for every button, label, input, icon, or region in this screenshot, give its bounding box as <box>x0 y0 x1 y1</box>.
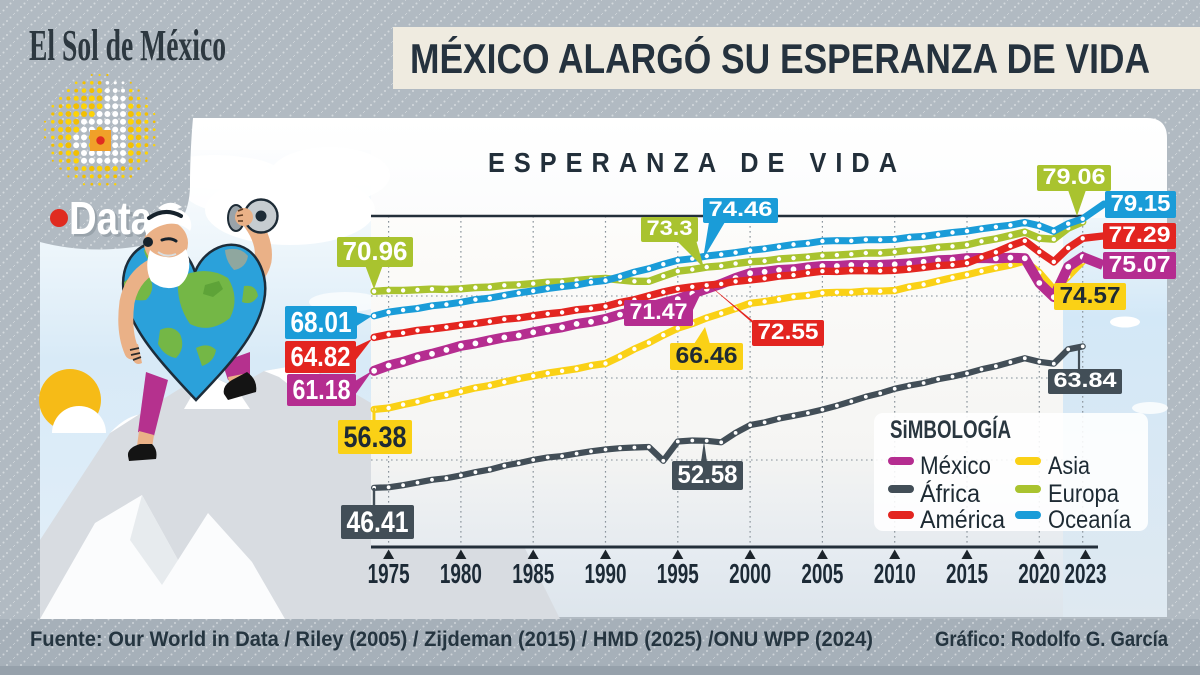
svg-text:2023: 2023 <box>1065 558 1107 589</box>
svg-text:Data: Data <box>69 192 152 244</box>
svg-text:74.46: 74.46 <box>709 198 773 221</box>
svg-text:74.57: 74.57 <box>1060 282 1121 308</box>
svg-text:África: África <box>920 479 980 508</box>
svg-text:64.82: 64.82 <box>291 341 351 372</box>
svg-text:ESPERANZA DE VIDA: ESPERANZA DE VIDA <box>488 147 906 178</box>
svg-text:66.46: 66.46 <box>676 342 738 368</box>
svg-text:2005: 2005 <box>801 558 843 589</box>
svg-text:70.96: 70.96 <box>343 236 408 266</box>
svg-text:México: México <box>920 452 991 480</box>
svg-text:79.15: 79.15 <box>1111 190 1171 216</box>
svg-text:SiMBOLOGÍA: SiMBOLOGÍA <box>890 415 1011 444</box>
svg-text:2000: 2000 <box>729 558 771 589</box>
svg-text:Fuente: Our World in Data / Ri: Fuente: Our World in Data / Riley (2005)… <box>30 628 873 651</box>
svg-text:Data: Data <box>72 195 155 247</box>
svg-text:68.01: 68.01 <box>291 307 352 339</box>
svg-text:1990: 1990 <box>585 558 627 589</box>
svg-text:56.38: 56.38 <box>344 421 407 454</box>
svg-text:Gráfico: Rodolfo G. García: Gráfico: Rodolfo G. García <box>935 628 1168 651</box>
svg-text:América: América <box>920 506 1005 534</box>
svg-text:1975: 1975 <box>368 558 410 589</box>
svg-text:46.41: 46.41 <box>347 506 409 539</box>
svg-text:73.3: 73.3 <box>647 217 693 240</box>
svg-text:Europa: Europa <box>1048 480 1119 508</box>
svg-text:1985: 1985 <box>512 558 554 589</box>
svg-text:Asia: Asia <box>1048 452 1090 480</box>
svg-text:72.55: 72.55 <box>758 319 819 344</box>
svg-text:75.07: 75.07 <box>1109 251 1171 277</box>
svg-text:63.84: 63.84 <box>1054 369 1117 392</box>
svg-text:79.06: 79.06 <box>1043 164 1106 189</box>
svg-text:71.47: 71.47 <box>630 299 688 324</box>
svg-text:2010: 2010 <box>874 558 916 589</box>
svg-text:2015: 2015 <box>946 558 988 589</box>
svg-text:77.29: 77.29 <box>1109 222 1171 247</box>
svg-text:MÉXICO ALARGÓ SU ESPERANZA DE: MÉXICO ALARGÓ SU ESPERANZA DE VIDA <box>410 34 1150 82</box>
svg-text:El Sol de México: El Sol de México <box>29 21 226 70</box>
svg-text:52.58: 52.58 <box>678 461 738 489</box>
svg-text:2020: 2020 <box>1018 558 1060 589</box>
svg-text:1995: 1995 <box>657 558 699 589</box>
svg-text:1980: 1980 <box>440 558 482 589</box>
svg-text:61.18: 61.18 <box>293 374 351 405</box>
svg-text:Oceanía: Oceanía <box>1048 506 1131 534</box>
